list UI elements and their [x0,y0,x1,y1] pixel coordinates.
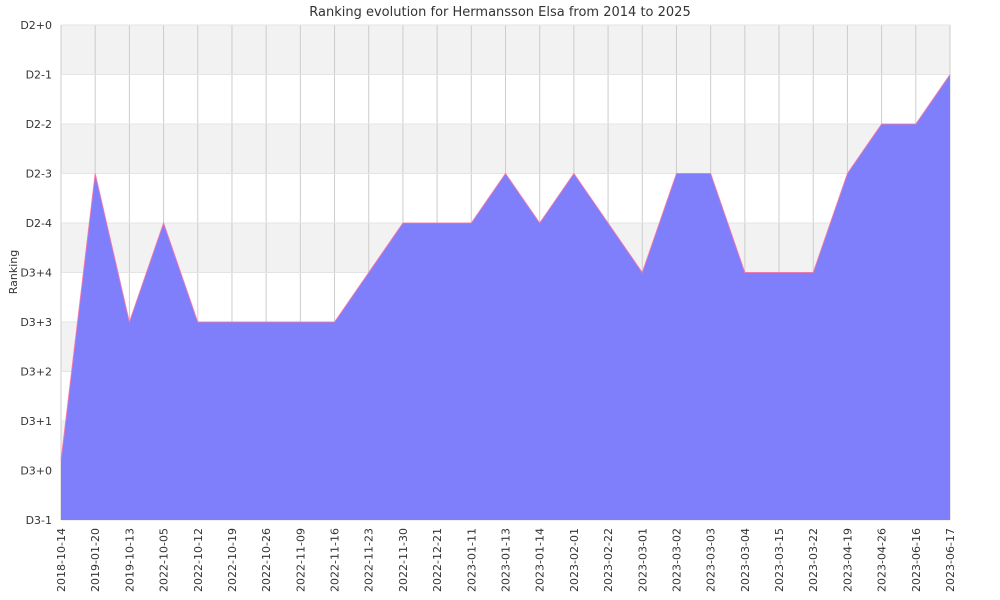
x-tick-label: 2022-11-09 [294,528,307,592]
x-tick-label: 2019-10-13 [123,528,136,592]
x-tick-label: 2022-10-19 [226,528,239,592]
y-tick-label: D3+3 [20,316,52,329]
data-area [60,74,951,520]
y-tick-label: D3+4 [20,267,52,280]
area-fill [61,74,950,520]
x-tick-label: 2023-01-14 [534,528,547,592]
y-tick-label: D2-1 [26,69,52,82]
y-tick-label: D3+0 [20,465,52,478]
chart-title: Ranking evolution for Hermansson Elsa fr… [309,5,690,20]
x-axis-ticks: 2018-10-14 2019-01-20 2019-10-13 2022-10-05… [55,528,957,592]
x-tick-label: 2023-03-22 [807,528,820,592]
x-tick-label: 2022-10-12 [192,528,205,592]
x-tick-label: 2022-12-21 [431,528,444,592]
y-tick-label: D2-2 [26,118,52,131]
x-tick-label: 2022-10-05 [158,528,171,592]
y-axis-label: Ranking [7,250,20,295]
x-tick-label: 2022-10-26 [260,528,273,592]
area-outline [60,74,951,461]
y-tick-label: D2-4 [26,217,52,230]
x-tick-label: 2023-06-16 [910,528,923,592]
y-tick-label: D2-3 [26,168,52,181]
y-tick-label: D3-1 [26,514,52,527]
x-tick-label: 2019-01-20 [89,528,102,592]
x-tick-label: 2018-10-14 [55,528,68,592]
x-tick-label: 2022-11-16 [329,528,342,592]
x-tick-label: 2023-01-11 [465,528,478,592]
y-axis-ticks: D3-1 D3+0 D3+1 D3+2 D3+3 D3+4 D2-4 D2-3 D2-2 D2-1… [20,19,52,527]
x-tick-label: 2023-01-13 [500,528,513,592]
y-tick-label: D2+0 [20,19,52,32]
x-tick-label: 2023-02-22 [602,528,615,592]
x-tick-label: 2022-11-23 [363,528,376,592]
x-tick-label: 2023-04-19 [841,528,854,592]
x-tick-label: 2023-06-17 [944,528,957,592]
x-tick-label: 2023-03-04 [739,528,752,592]
x-tick-label: 2023-03-02 [670,528,683,592]
x-tick-label: 2023-03-15 [773,528,786,592]
x-tick-label: 2023-04-26 [876,528,889,592]
x-tick-label: 2023-02-01 [568,528,581,592]
y-tick-label: D3+1 [20,415,52,428]
x-tick-label: 2022-11-30 [397,528,410,592]
x-tick-label: 2023-03-03 [705,528,718,592]
y-tick-label: D3+2 [20,366,52,379]
x-tick-label: 2023-03-01 [636,528,649,592]
